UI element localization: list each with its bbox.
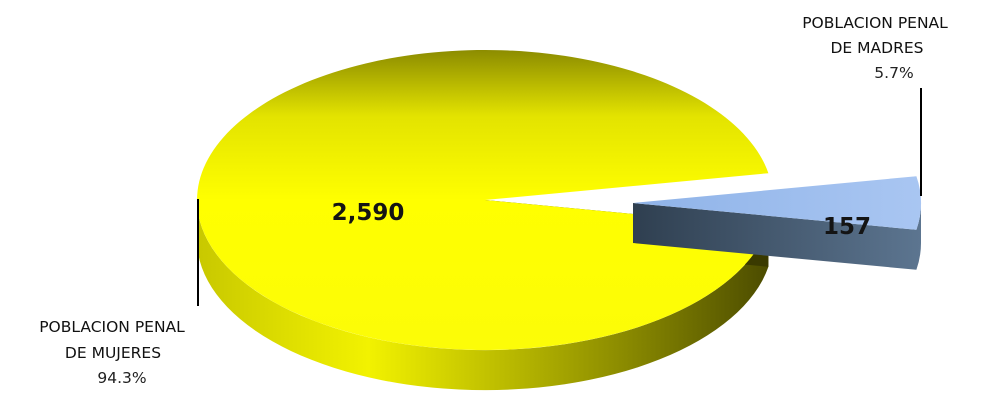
- slice-madres: [633, 176, 922, 270]
- value-label-madres: 157: [823, 214, 871, 240]
- slice-mujeres-side: [196, 200, 769, 391]
- slice-mujeres-top: [197, 50, 769, 351]
- category-label-mujeres-line2: DE MUJERES: [65, 344, 161, 362]
- slice-madres-top: [633, 176, 922, 230]
- category-label-mujeres-line1: POBLACION PENAL: [39, 318, 185, 336]
- slice-madres-side: [633, 203, 922, 270]
- category-label-madres-line2: DE MADRES: [831, 39, 924, 57]
- percent-label-madres: 5.7%: [874, 64, 913, 82]
- slice-mujeres: [196, 50, 769, 391]
- value-label-mujeres: 2,590: [332, 200, 405, 226]
- category-label-madres-line1: POBLACION PENAL: [802, 14, 948, 32]
- percent-label-mujeres: 94.3%: [97, 369, 146, 387]
